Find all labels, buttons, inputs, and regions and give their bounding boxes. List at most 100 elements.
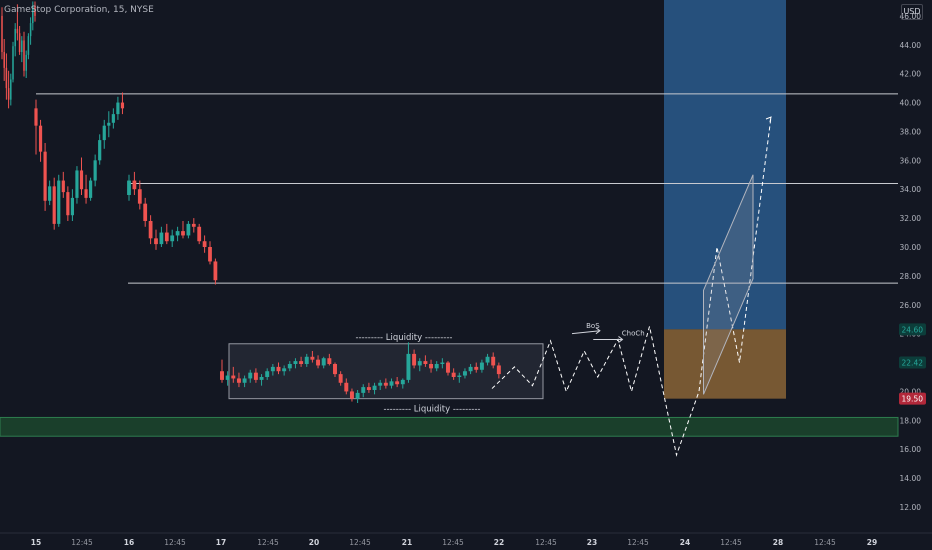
- candle-day16[interactable]: [79, 170, 84, 190]
- candle-range[interactable]: [316, 359, 321, 366]
- candle-range[interactable]: [293, 361, 298, 364]
- candle-range[interactable]: [276, 366, 281, 372]
- candle-day16[interactable]: [43, 151, 47, 201]
- candle-range[interactable]: [440, 362, 445, 364]
- candle-range[interactable]: [372, 385, 377, 390]
- candle-day17[interactable]: [143, 203, 148, 221]
- candle-day15[interactable]: [3, 52, 5, 68]
- candle-day16[interactable]: [111, 114, 115, 123]
- candle-day16[interactable]: [57, 180, 61, 224]
- candle-day16[interactable]: [93, 160, 97, 181]
- candle-day17[interactable]: [202, 241, 207, 247]
- candle-day16[interactable]: [107, 122, 111, 126]
- position-stop-zone[interactable]: [664, 329, 786, 399]
- candle-range[interactable]: [451, 372, 456, 377]
- candle-day15[interactable]: [23, 40, 25, 71]
- candle-range[interactable]: [479, 362, 484, 370]
- candle-range[interactable]: [474, 366, 479, 370]
- candle-range[interactable]: [321, 358, 326, 366]
- candle-range[interactable]: [412, 353, 417, 366]
- candle-range[interactable]: [338, 374, 343, 383]
- candle-day17[interactable]: [159, 232, 164, 245]
- candle-day17[interactable]: [175, 231, 180, 236]
- candle-day15[interactable]: [16, 28, 19, 34]
- candle-day15[interactable]: [27, 36, 30, 55]
- candle-day17[interactable]: [213, 261, 218, 281]
- projection-channel[interactable]: [703, 174, 754, 395]
- candle-day17[interactable]: [170, 235, 175, 242]
- candle-range[interactable]: [270, 366, 275, 372]
- candle-range[interactable]: [349, 391, 354, 399]
- range-box[interactable]: [228, 343, 544, 400]
- candle-day16[interactable]: [52, 186, 56, 224]
- candle-day16[interactable]: [120, 102, 125, 109]
- candle-range[interactable]: [355, 392, 360, 399]
- candle-day16[interactable]: [84, 189, 88, 198]
- candle-range[interactable]: [383, 382, 388, 386]
- candle-day16[interactable]: [98, 140, 102, 161]
- candle-range[interactable]: [496, 365, 501, 375]
- candle-range[interactable]: [378, 382, 383, 386]
- candle-day16[interactable]: [34, 108, 38, 126]
- candle-range[interactable]: [310, 356, 315, 360]
- candle-day16[interactable]: [48, 186, 52, 201]
- candle-day17[interactable]: [148, 221, 153, 239]
- candle-day15[interactable]: [1, 15, 3, 52]
- candle-day15[interactable]: [32, 5, 34, 24]
- candle-range[interactable]: [259, 377, 264, 380]
- candle-range[interactable]: [429, 364, 434, 369]
- candle-day17[interactable]: [186, 223, 191, 236]
- candle-range[interactable]: [361, 387, 366, 393]
- demand-zone[interactable]: [0, 416, 899, 437]
- candle-day15[interactable]: [34, 5, 36, 16]
- candle-range[interactable]: [220, 371, 224, 380]
- candle-range[interactable]: [282, 368, 287, 372]
- candle-range[interactable]: [366, 387, 371, 390]
- candle-day16[interactable]: [75, 170, 79, 198]
- candle-day15[interactable]: [21, 40, 23, 52]
- candle-day16[interactable]: [38, 125, 43, 152]
- candle-range[interactable]: [225, 375, 230, 380]
- candle-range[interactable]: [231, 375, 236, 379]
- candle-day15[interactable]: [5, 67, 8, 89]
- candle-day16[interactable]: [70, 197, 74, 216]
- candle-range[interactable]: [434, 364, 439, 369]
- candle-day16[interactable]: [116, 102, 120, 115]
- candle-range[interactable]: [248, 372, 253, 379]
- candle-day17[interactable]: [127, 180, 131, 195]
- candle-day17[interactable]: [181, 231, 185, 236]
- position-target-zone[interactable]: [664, 0, 786, 330]
- currency-button[interactable]: USD: [901, 4, 923, 20]
- candle-range[interactable]: [457, 375, 462, 377]
- candle-day15[interactable]: [12, 46, 14, 80]
- bos-line[interactable]: [571, 330, 600, 335]
- candle-day15[interactable]: [25, 54, 27, 71]
- candle-day16[interactable]: [61, 180, 65, 193]
- candle-range[interactable]: [395, 381, 400, 385]
- candle-range[interactable]: [304, 356, 309, 364]
- candle-range[interactable]: [389, 381, 394, 386]
- candle-range[interactable]: [242, 378, 247, 383]
- candle-range[interactable]: [265, 371, 270, 377]
- candle-day17[interactable]: [164, 232, 169, 242]
- candle-day15[interactable]: [14, 28, 16, 47]
- candle-day17[interactable]: [132, 180, 137, 190]
- candle-range[interactable]: [327, 358, 332, 364]
- candle-range[interactable]: [468, 366, 473, 372]
- candle-day17[interactable]: [197, 226, 202, 242]
- candle-range[interactable]: [299, 361, 304, 364]
- candle-range[interactable]: [462, 371, 467, 376]
- candle-day16[interactable]: [66, 192, 70, 216]
- candle-range[interactable]: [253, 372, 258, 380]
- candle-day15[interactable]: [29, 23, 32, 37]
- candle-day17[interactable]: [137, 189, 142, 204]
- candle-day16[interactable]: [89, 180, 93, 198]
- candle-day17[interactable]: [208, 247, 212, 262]
- candle-day16[interactable]: [102, 125, 106, 141]
- candle-range[interactable]: [406, 353, 411, 380]
- candle-day15[interactable]: [7, 88, 10, 100]
- candle-range[interactable]: [344, 382, 349, 392]
- candle-day17[interactable]: [154, 238, 158, 245]
- candle-range[interactable]: [287, 364, 292, 369]
